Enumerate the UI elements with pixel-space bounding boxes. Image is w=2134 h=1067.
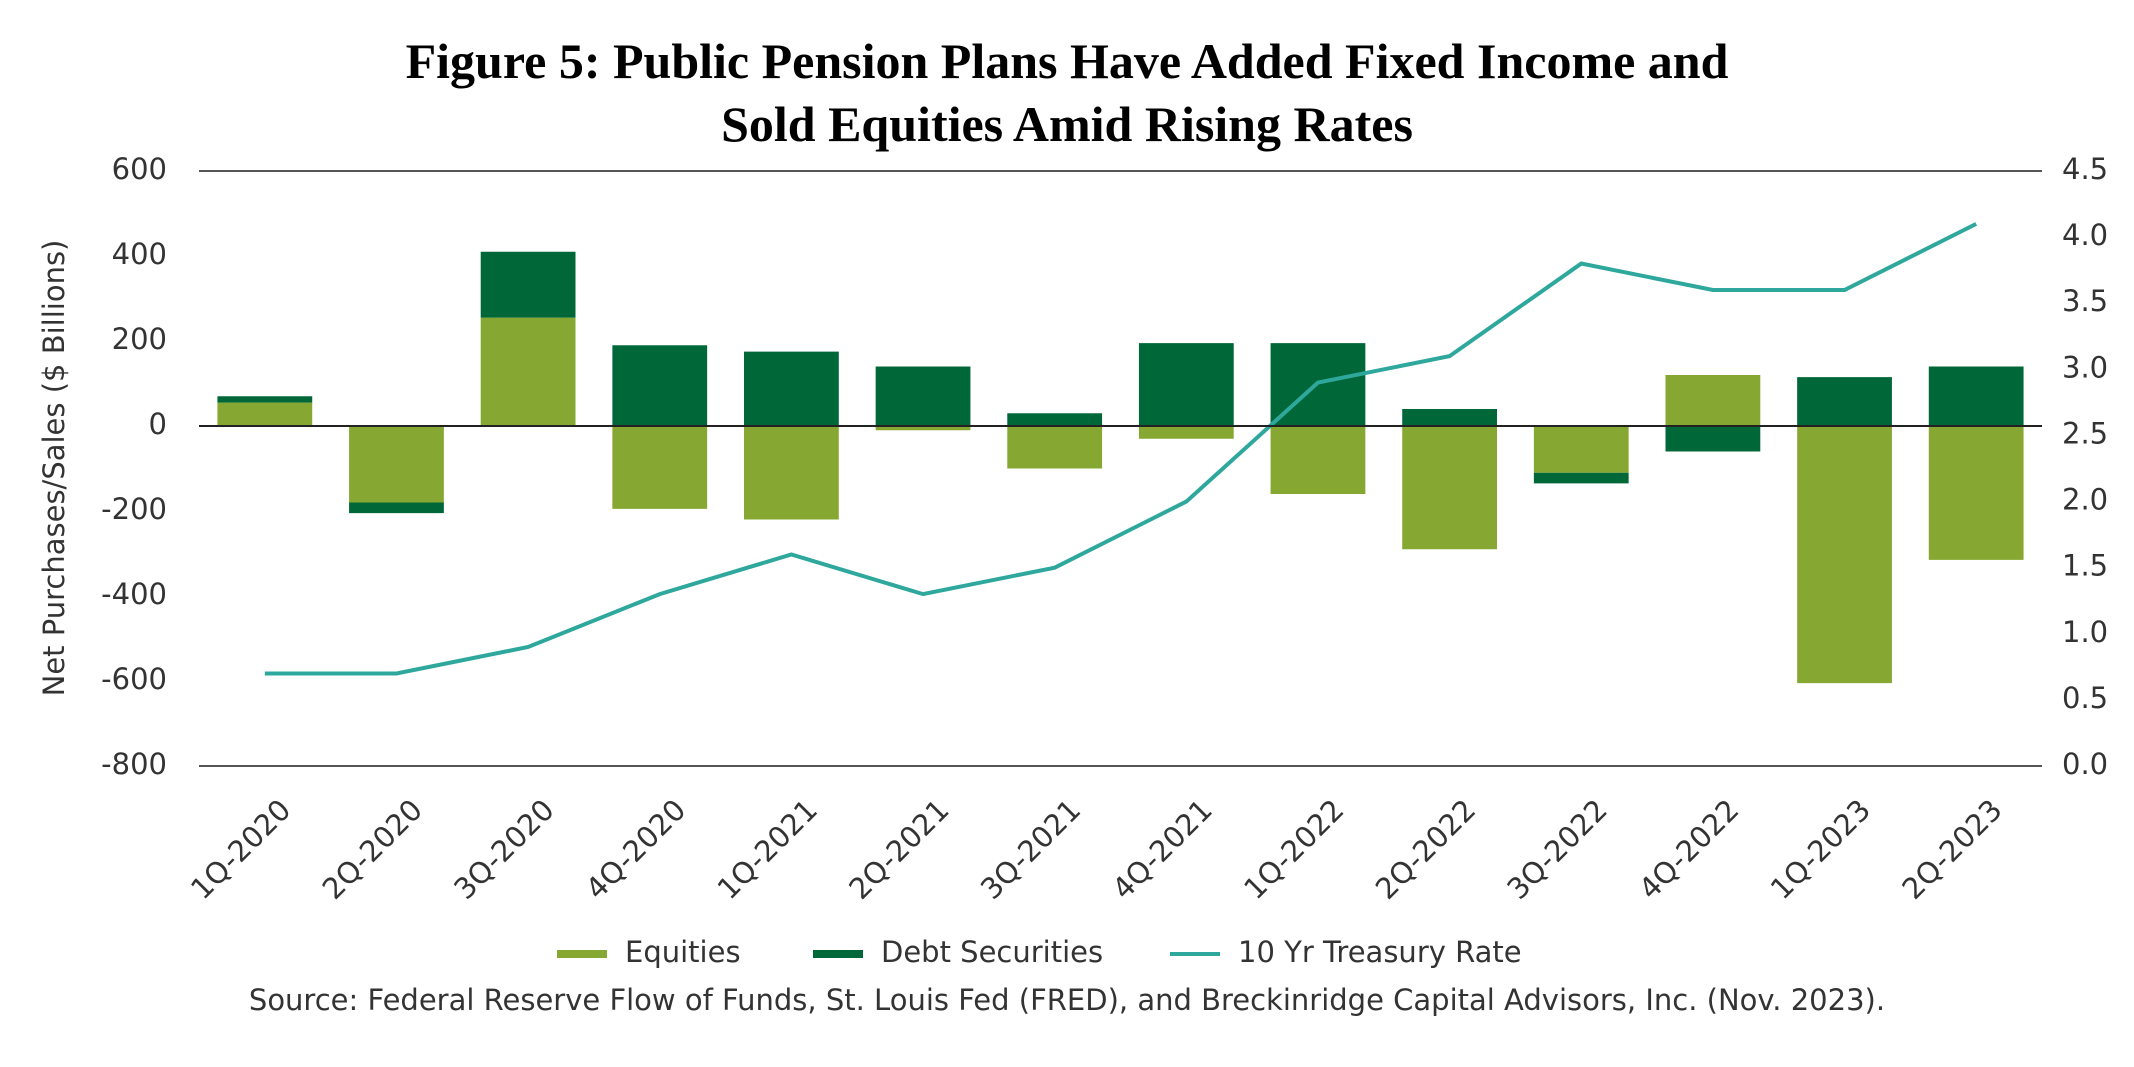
bar: [1928, 426, 2024, 560]
y-tick-label: 200: [112, 322, 167, 356]
x-tick-label: 4Q-2021: [1106, 793, 1219, 906]
x-tick-label: 1Q-2022: [1237, 793, 1350, 906]
bar: [875, 426, 971, 431]
bar: [480, 317, 576, 426]
bar: [1928, 366, 2024, 426]
bar: [349, 426, 444, 503]
x-tick-label: 3Q-2021: [974, 793, 1087, 906]
x-tick-label: 1Q-2023: [1764, 793, 1877, 906]
y2-tick-label: 4.5: [2062, 152, 2108, 186]
bar: [1138, 426, 1234, 439]
y-tick-label: -400: [101, 577, 167, 611]
bar: [1007, 426, 1103, 469]
y2-tick-label: 0.5: [2062, 681, 2108, 715]
y-axis-label: Net Purchases/Sales ($ Billions): [37, 240, 71, 697]
bar: [1007, 413, 1103, 426]
legend-label: Equities: [625, 935, 741, 969]
y-tick-label: 0: [149, 407, 167, 441]
bar: [1797, 426, 1892, 684]
y2-tick-label: 3.0: [2062, 350, 2108, 384]
source-note: Source: Federal Reserve Flow of Funds, S…: [249, 983, 1885, 1017]
bar: [349, 502, 444, 514]
y2-tick-label: 3.5: [2062, 284, 2108, 318]
bar: [1138, 343, 1234, 426]
bar: [612, 345, 708, 426]
bar: [1533, 472, 1629, 484]
y2-tick-label: 1.5: [2062, 549, 2108, 583]
bar: [1665, 375, 1761, 426]
y-tick-label: -200: [101, 492, 167, 526]
x-tick-label: 2Q-2021: [842, 793, 955, 906]
y2-tick-label: 2.5: [2062, 416, 2108, 450]
bar: [1533, 426, 1629, 473]
bar: [875, 366, 971, 426]
bar: [744, 351, 839, 426]
y-tick-label: 400: [112, 237, 167, 271]
bar: [217, 402, 313, 426]
bar: [744, 426, 839, 520]
legend-label: 10 Yr Treasury Rate: [1238, 935, 1522, 969]
legend-label: Debt Securities: [881, 935, 1103, 969]
y2-tick-label: 2.0: [2062, 483, 2108, 517]
x-tick-label: 2Q-2023: [1895, 793, 2008, 906]
x-tick-label: 1Q-2021: [711, 793, 824, 906]
bar: [1270, 426, 1366, 494]
x-tick-label: 2Q-2020: [316, 793, 429, 906]
bar: [1797, 377, 1892, 426]
bar: [217, 396, 313, 403]
y2-tick-label: 1.0: [2062, 615, 2108, 649]
y-tick-label: -600: [101, 662, 167, 696]
y-tick-label: 600: [112, 152, 167, 186]
y-tick-label: -800: [101, 747, 167, 781]
x-tick-label: 1Q-2020: [184, 793, 297, 906]
x-tick-label: 2Q-2022: [1369, 793, 1482, 906]
chart-title: Figure 5: Public Pension Plans Have Adde…: [405, 33, 1729, 152]
bar: [1665, 426, 1761, 452]
bar: [1402, 426, 1497, 550]
bar: [1402, 409, 1497, 426]
x-tick-label: 4Q-2022: [1632, 793, 1745, 906]
bar: [612, 426, 708, 509]
x-tick-label: 3Q-2020: [447, 793, 560, 906]
y2-tick-label: 4.0: [2062, 218, 2108, 252]
x-tick-label: 4Q-2020: [579, 793, 692, 906]
y2-tick-label: 0.0: [2062, 747, 2108, 781]
bar: [480, 251, 576, 318]
line: [264, 222, 1978, 676]
x-tick-label: 3Q-2022: [1500, 793, 1613, 906]
